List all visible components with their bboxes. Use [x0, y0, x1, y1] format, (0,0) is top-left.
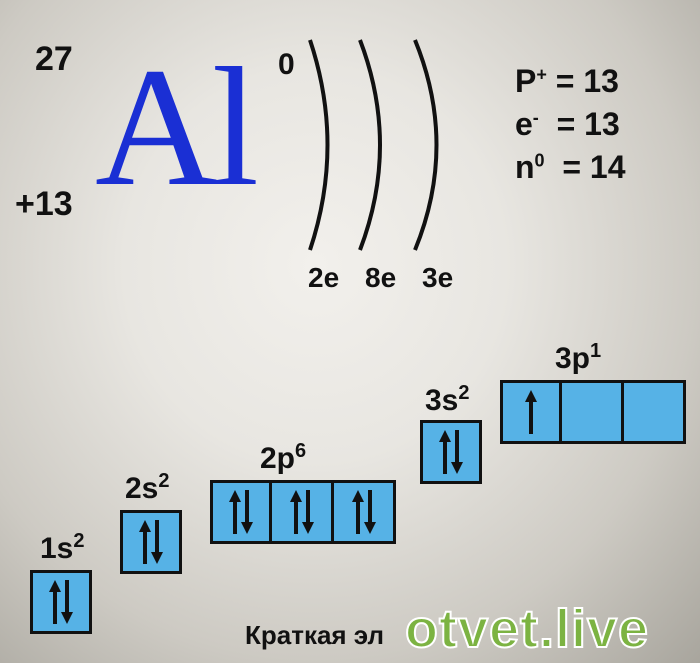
orbital-label-1s: 1s2 [40, 530, 85, 566]
orbital-label-3p: 3p1 [555, 340, 601, 376]
neutron-count: n0 = 14 [515, 146, 626, 189]
orbital-boxes-3s [420, 420, 482, 484]
orbital-cell [120, 510, 182, 574]
mass-number: 27 [35, 40, 73, 79]
orbital-cell [272, 480, 334, 544]
shell-arc-3 [415, 40, 437, 250]
orbital-cell [500, 380, 562, 444]
shell-label-3: 3e [422, 262, 453, 294]
bottom-caption: Краткая эл [245, 620, 384, 651]
watermark: otvet.live [405, 598, 649, 660]
orbital-boxes-2p [210, 480, 396, 544]
orbital-boxes-3p [500, 380, 686, 444]
electron-count: e- = 13 [515, 103, 626, 146]
watermark-text: otvet.live [405, 599, 649, 659]
shell-arc-2 [360, 40, 380, 250]
orbital-label-2p: 2p6 [260, 440, 306, 476]
orbital-boxes-1s [30, 570, 92, 634]
orbital-label-3s: 3s2 [425, 382, 470, 418]
proton-count: P+ = 13 [515, 60, 626, 103]
orbital-cell [30, 570, 92, 634]
particle-counts: P+ = 13 e- = 13 n0 = 14 [515, 60, 626, 190]
orbital-boxes-2s [120, 510, 182, 574]
orbital-cell [624, 380, 686, 444]
shell-arcs [290, 35, 490, 270]
shell-arc-1 [310, 40, 328, 250]
element-symbol: Al [95, 30, 253, 225]
orbital-label-2s: 2s2 [125, 470, 170, 506]
shell-label-1: 2e [308, 262, 339, 294]
shell-label-2: 8e [365, 262, 396, 294]
orbital-cell [562, 380, 624, 444]
orbital-cell [210, 480, 272, 544]
atomic-number: +13 [15, 185, 73, 224]
orbital-cell [420, 420, 482, 484]
orbital-cell [334, 480, 396, 544]
